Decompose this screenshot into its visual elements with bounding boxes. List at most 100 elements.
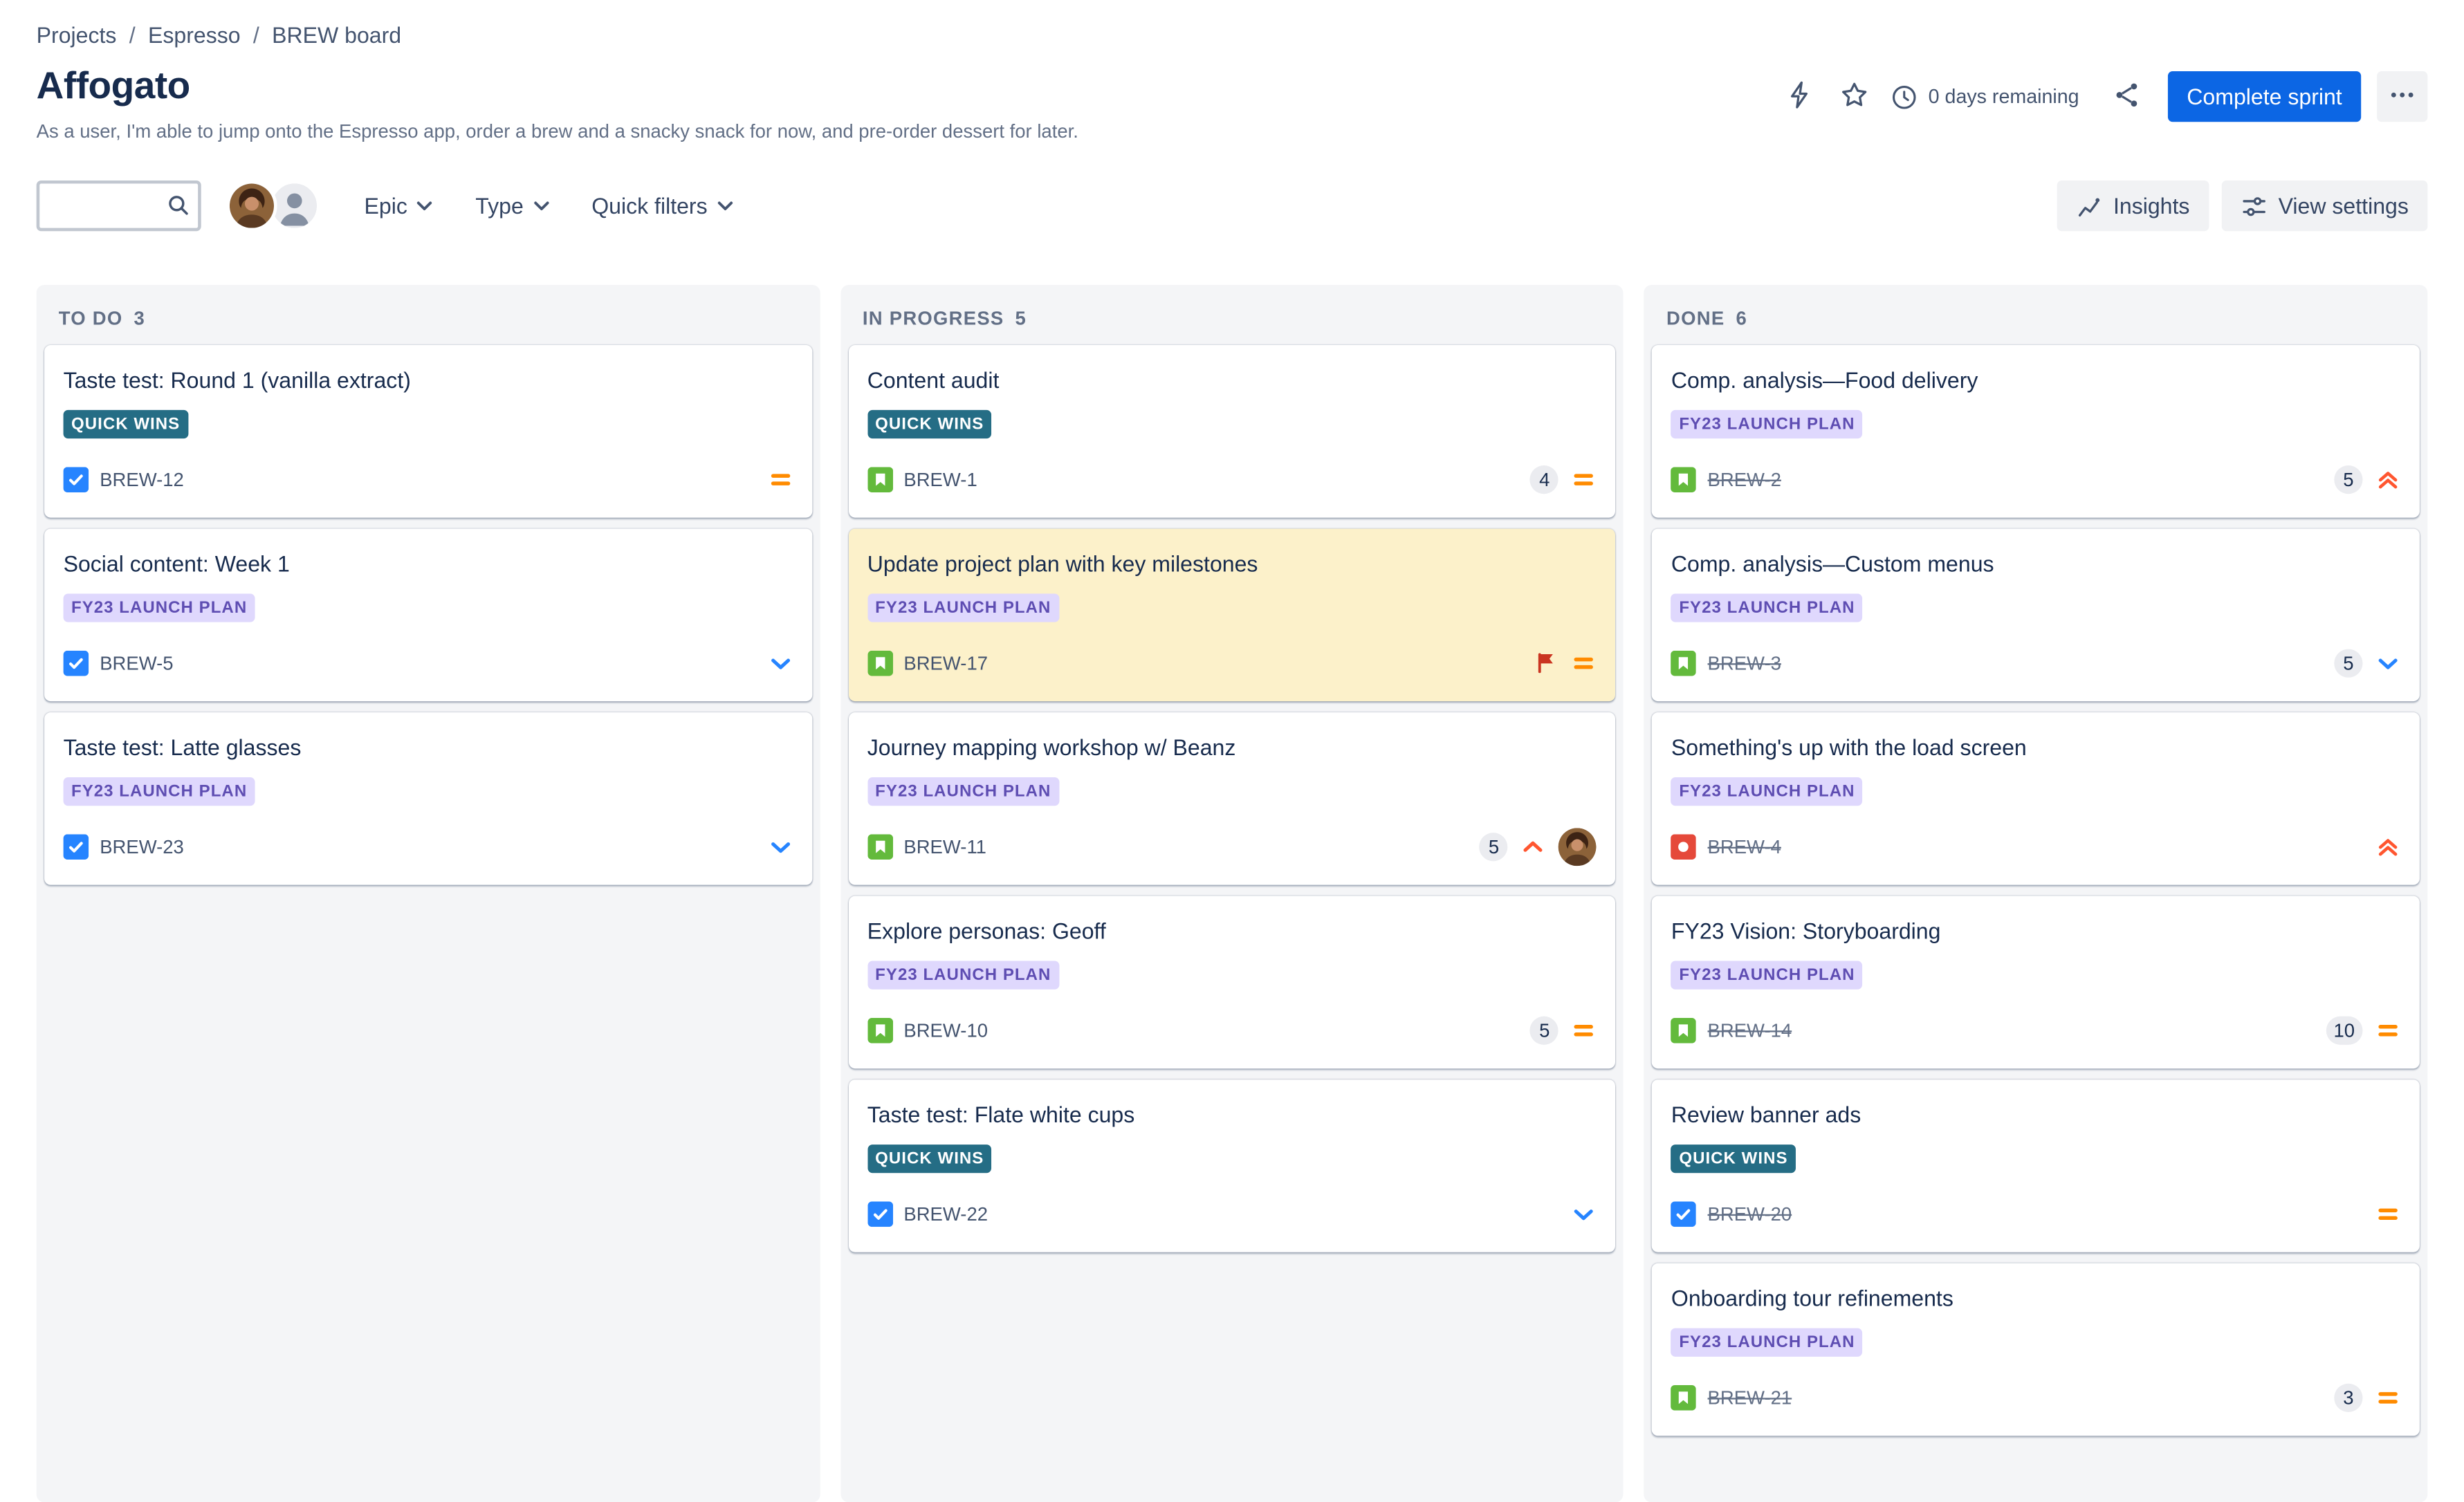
page-header: Projects / Espresso / BREW board Affogat…: [0, 0, 2464, 232]
ellipsis-icon: [2387, 78, 2418, 115]
board-column: IN PROGRESS 5 Content audit QUICK WINS B…: [840, 285, 1624, 1502]
card-footer: BREW-3 5: [1671, 645, 2401, 683]
user-avatar-anonymous[interactable]: [269, 180, 320, 232]
card-footer: BREW-21 3: [1671, 1379, 2401, 1417]
priority-medium-icon: [1572, 1018, 1597, 1044]
issue-title: Taste test: Latte glasses: [63, 734, 302, 760]
epic-badge: FY23 LAUNCH PLAN: [1671, 409, 1863, 439]
issue-card[interactable]: Something's up with the load screen FY23…: [1652, 712, 2420, 885]
issue-card[interactable]: Comp. analysis—Food delivery FY23 LAUNCH…: [1652, 345, 2420, 518]
breadcrumb-board-link[interactable]: BREW board: [272, 22, 402, 48]
priority-highest-icon: [2375, 467, 2401, 492]
share-icon: [2111, 78, 2142, 115]
epic-badge: QUICK WINS: [867, 409, 992, 439]
share-button[interactable]: [2102, 71, 2152, 122]
issue-title: Onboarding tour refinements: [1671, 1285, 1953, 1311]
card-footer: BREW-11 5: [867, 828, 1597, 866]
epic-badge: QUICK WINS: [867, 1144, 992, 1174]
user-avatar[interactable]: [226, 180, 277, 232]
issue-card[interactable]: Content audit QUICK WINS BREW-1 4: [848, 345, 1616, 518]
epic-badge: FY23 LAUNCH PLAN: [1671, 777, 1863, 806]
card-footer: BREW-22: [867, 1195, 1597, 1233]
chart-icon: [2075, 192, 2102, 219]
estimate-badge: 5: [1530, 1016, 1559, 1045]
star-button[interactable]: [1828, 71, 1879, 122]
breadcrumb: Projects / Espresso / BREW board: [37, 22, 2428, 65]
more-options-button[interactable]: [2377, 71, 2428, 122]
breadcrumb-projects-link[interactable]: Projects: [36, 22, 117, 48]
issue-card[interactable]: Taste test: Round 1 (vanilla extract) QU…: [44, 345, 812, 518]
complete-sprint-button[interactable]: Complete sprint: [2167, 71, 2362, 122]
boost-button[interactable]: [1775, 71, 1826, 122]
issue-key: BREW-2: [1707, 468, 1781, 491]
card-footer: BREW-14 10: [1671, 1012, 2401, 1050]
epic-badge: FY23 LAUNCH PLAN: [867, 593, 1059, 622]
issue-card[interactable]: Taste test: Latte glasses FY23 LAUNCH PL…: [44, 712, 812, 885]
story-icon: [1671, 467, 1697, 492]
view-settings-button[interactable]: View settings: [2221, 180, 2428, 232]
issue-card[interactable]: Taste test: Flate white cups QUICK WINS …: [848, 1079, 1616, 1252]
priority-medium-icon: [2375, 1018, 2401, 1044]
card-footer: BREW-23: [63, 828, 793, 866]
story-icon: [867, 834, 893, 860]
issue-card[interactable]: Onboarding tour refinements FY23 LAUNCH …: [1652, 1263, 2420, 1436]
estimate-badge: 3: [2334, 1383, 2363, 1412]
priority-highest-icon: [2375, 834, 2401, 860]
card-footer: BREW-20: [1671, 1195, 2401, 1233]
view-settings-label: View settings: [2278, 193, 2409, 219]
days-remaining-label: 0 days remaining: [1928, 85, 2079, 108]
filter-dropdowns: Epic Type Quick filters: [339, 184, 751, 228]
issue-key: BREW-1: [903, 468, 977, 491]
issue-card[interactable]: Journey mapping workshop w/ Beanz FY23 L…: [848, 712, 1616, 885]
board-toolbar: Epic Type Quick filters Insights: [36, 180, 2428, 232]
issue-key: BREW-3: [1707, 652, 1781, 675]
quick-filters-dropdown[interactable]: Quick filters: [579, 184, 751, 228]
search-input[interactable]: [36, 180, 201, 232]
epic-filter-dropdown[interactable]: Epic: [351, 184, 450, 228]
column-count: 6: [1736, 307, 1748, 330]
insights-button[interactable]: Insights: [2056, 180, 2209, 232]
story-icon: [1671, 1385, 1697, 1411]
issue-title: Taste test: Round 1 (vanilla extract): [63, 367, 411, 393]
issue-card[interactable]: FY23 Vision: Storyboarding FY23 LAUNCH P…: [1652, 896, 2420, 1069]
header-actions: 0 days remaining Complete sprint: [1775, 71, 2428, 122]
epic-badge: FY23 LAUNCH PLAN: [1671, 1328, 1863, 1357]
lightning-icon: [1784, 78, 1816, 115]
issue-key: BREW-23: [100, 835, 184, 858]
issue-title: Update project plan with key milestones: [867, 550, 1258, 577]
issue-card[interactable]: Explore personas: Geoff FY23 LAUNCH PLAN…: [848, 896, 1616, 1069]
card-footer: BREW-1 4: [867, 461, 1597, 499]
star-icon: [1838, 78, 1870, 115]
task-icon: [63, 467, 89, 492]
column-header: IN PROGRESS 5: [840, 285, 1624, 345]
priority-high-icon: [1520, 834, 1546, 860]
issue-card[interactable]: Update project plan with key milestones …: [848, 528, 1616, 702]
story-icon: [867, 650, 893, 676]
story-icon: [867, 1017, 893, 1044]
board: TO DO 3 Taste test: Round 1 (vanilla ext…: [0, 285, 2464, 1502]
task-icon: [1671, 1201, 1697, 1227]
issue-card[interactable]: Social content: Week 1 FY23 LAUNCH PLAN …: [44, 528, 812, 702]
title-block: Affogato As a user, I'm able to jump ont…: [37, 65, 1078, 142]
issue-key: BREW-17: [903, 652, 989, 675]
issue-title: Content audit: [867, 367, 1000, 393]
breadcrumb-project-link[interactable]: Espresso: [147, 22, 241, 48]
type-filter-dropdown[interactable]: Type: [463, 184, 567, 228]
issue-key: BREW-4: [1707, 835, 1781, 858]
column-count: 3: [134, 307, 146, 330]
story-icon: [1671, 1017, 1697, 1044]
chevron-down-icon: [712, 193, 737, 219]
epic-badge: QUICK WINS: [63, 409, 188, 439]
issue-title: Social content: Week 1: [63, 550, 290, 577]
epic-badge: FY23 LAUNCH PLAN: [63, 593, 255, 622]
task-icon: [63, 834, 89, 860]
assignee-avatar: [1559, 828, 1597, 866]
epic-badge: FY23 LAUNCH PLAN: [1671, 593, 1863, 622]
column-cards: Comp. analysis—Food delivery FY23 LAUNCH…: [1644, 345, 2427, 1455]
type-filter-label: Type: [475, 193, 524, 219]
issue-key: BREW-10: [903, 1019, 989, 1042]
issue-title: Journey mapping workshop w/ Beanz: [867, 734, 1236, 760]
issue-card[interactable]: Comp. analysis—Custom menus FY23 LAUNCH …: [1652, 528, 2420, 702]
issue-card[interactable]: Review banner ads QUICK WINS BREW-20: [1652, 1079, 2420, 1252]
toolbar-right: Insights View settings: [2056, 180, 2428, 232]
